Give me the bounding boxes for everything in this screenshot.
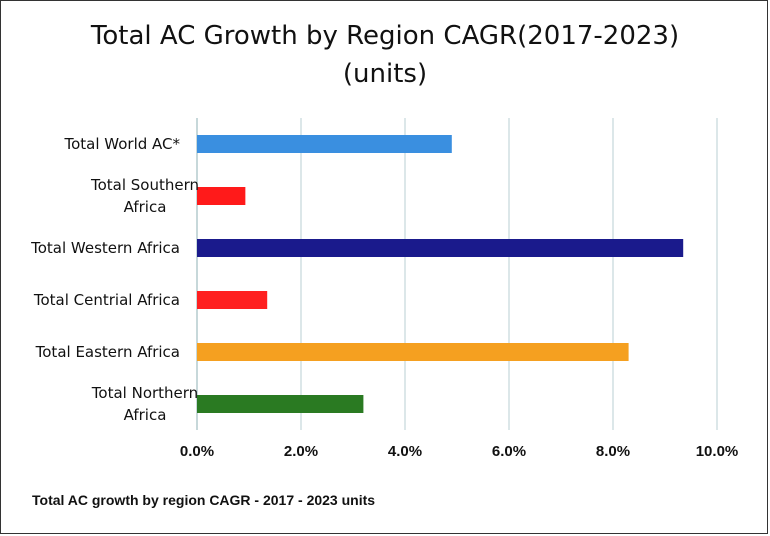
- category-label-line: Total World AC*: [63, 135, 180, 153]
- bar: [197, 343, 629, 361]
- category-label-line: Total Western Africa: [30, 239, 180, 257]
- chart-caption: Total AC growth by region CAGR - 2017 - …: [32, 492, 376, 508]
- bar: [197, 187, 246, 205]
- bar: [197, 135, 452, 153]
- x-tick-labels: 0.0% 2.0% 4.0% 6.0% 8.0% 10.0%: [180, 443, 738, 460]
- category-label: Total Centrial Africa: [33, 291, 180, 309]
- category-label: Total Eastern Africa: [35, 343, 180, 361]
- category-labels: Total World AC*Total Southern AfricaTotal…: [30, 135, 199, 424]
- category-label-line: Total Eastern Africa: [35, 343, 180, 361]
- category-label: Total World AC*: [63, 135, 180, 153]
- bar: [197, 239, 684, 257]
- x-tick-label: 6.0%: [492, 443, 526, 460]
- chart-title: Total AC Growth by Region CAGR(2017-2023…: [90, 21, 680, 51]
- x-tick-label: 8.0%: [596, 443, 630, 460]
- chart-subtitle: (units): [342, 59, 428, 89]
- x-tick-label: 2.0%: [284, 443, 318, 460]
- category-label: Total Southern Africa: [90, 176, 199, 216]
- category-label-line: Africa: [124, 198, 167, 216]
- category-label: Total Western Africa: [30, 239, 180, 257]
- category-label-line: Total Southern: [90, 176, 199, 194]
- bar: [197, 291, 268, 309]
- x-tick-label: 0.0%: [180, 443, 214, 460]
- gridlines: [196, 118, 718, 430]
- x-tick-label: 10.0%: [696, 443, 739, 460]
- category-label-line: Total Centrial Africa: [33, 291, 180, 309]
- bar: [197, 395, 364, 413]
- bars: [197, 135, 684, 413]
- x-tick-label: 4.0%: [388, 443, 422, 460]
- category-label-line: Total Northern: [91, 384, 198, 402]
- category-label-line: Africa: [124, 406, 167, 424]
- category-label: Total Northern Africa: [91, 384, 198, 424]
